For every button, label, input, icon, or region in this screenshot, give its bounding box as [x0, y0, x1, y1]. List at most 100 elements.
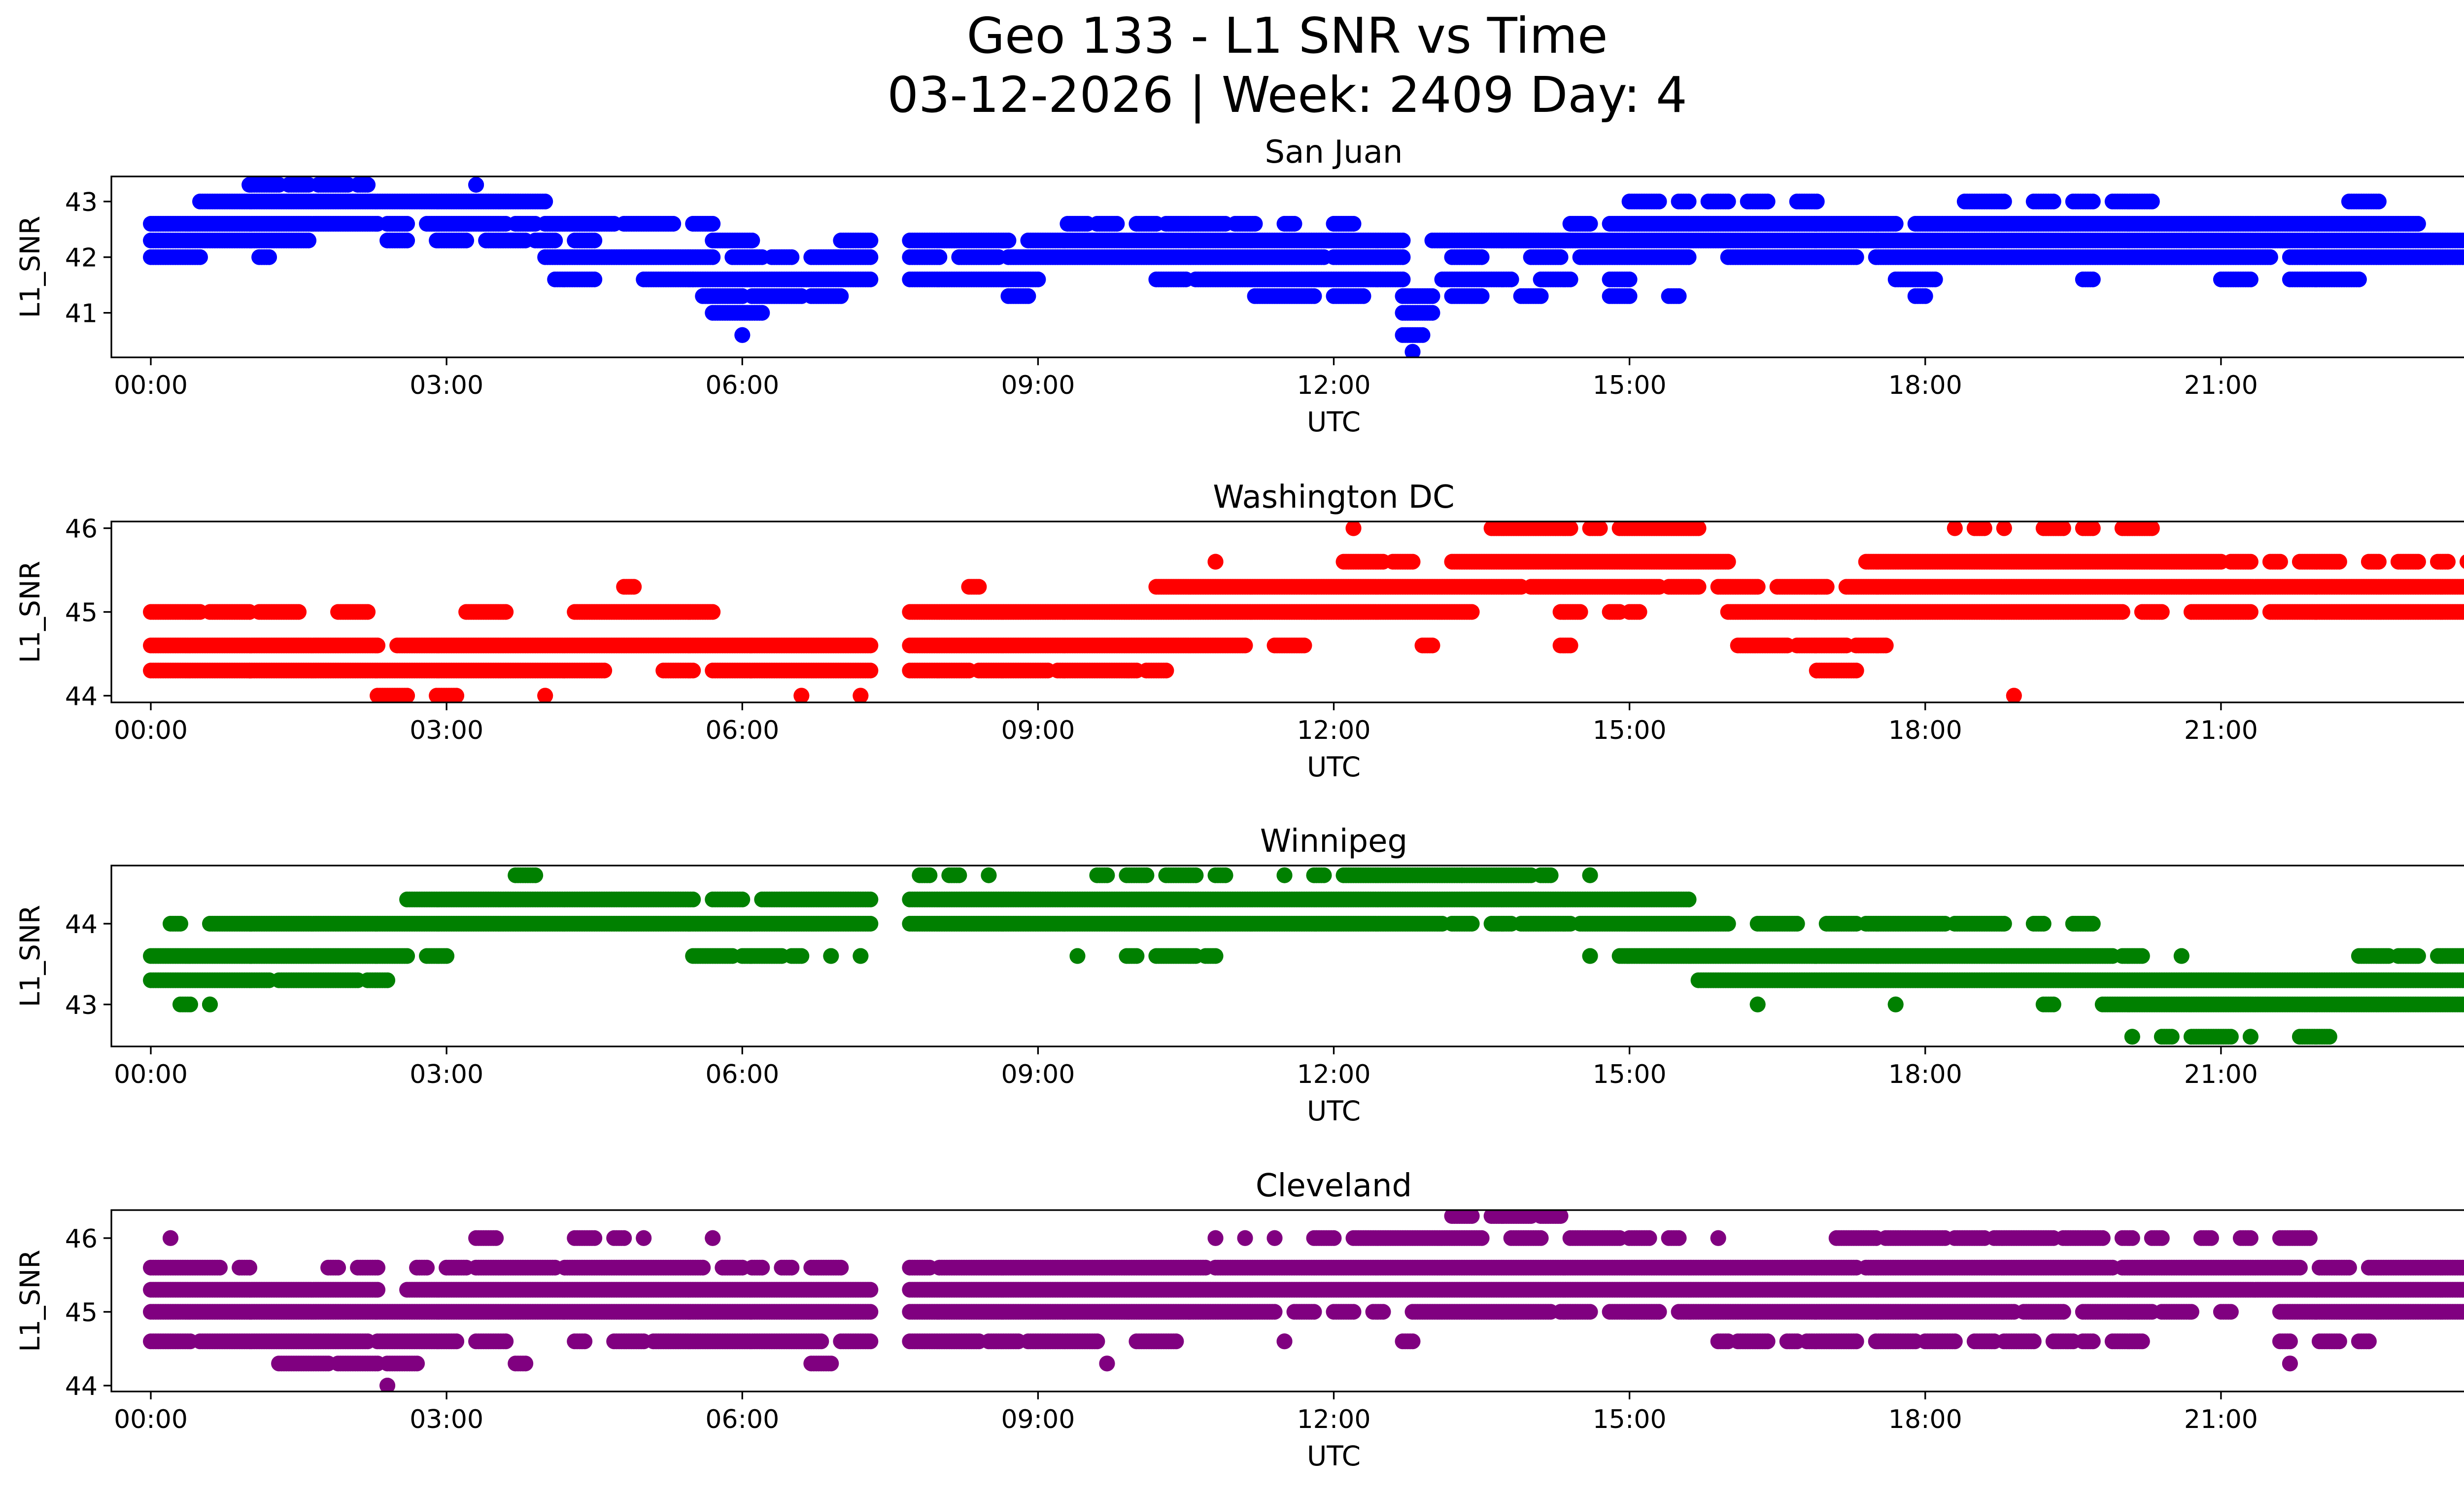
- data-point: [705, 604, 721, 620]
- data-point: [2262, 249, 2278, 265]
- data-point: [2242, 271, 2259, 287]
- data-point: [1720, 554, 1736, 570]
- data-point: [1720, 193, 1736, 209]
- data-point: [537, 193, 553, 209]
- data-point: [586, 271, 603, 287]
- data-point: [399, 216, 415, 232]
- data-point: [1345, 216, 1362, 232]
- data-point: [1996, 193, 2012, 209]
- data-point: [2114, 604, 2130, 620]
- y-tick-label: 41: [65, 299, 98, 329]
- data-point: [754, 305, 770, 321]
- data-point: [705, 249, 721, 265]
- data-point: [1247, 216, 1263, 232]
- data-point: [360, 604, 376, 620]
- data-point: [705, 216, 721, 232]
- data-point: [833, 288, 849, 304]
- data-point: [2410, 554, 2426, 570]
- data-point: [1473, 249, 1490, 265]
- series-level-41-6: [547, 271, 2367, 287]
- series-level-41-3: [695, 288, 1933, 304]
- data-point: [370, 637, 386, 654]
- data-point: [1671, 288, 1687, 304]
- series-level-40-3: [1404, 344, 1421, 357]
- x-tick-label: 12:00: [1297, 371, 1371, 400]
- data-point: [734, 327, 751, 343]
- data-point: [2242, 554, 2259, 570]
- data-point: [301, 232, 317, 248]
- data-point: [2272, 554, 2288, 570]
- data-point: [1848, 249, 1864, 265]
- data-point: [360, 176, 376, 193]
- data-point: [498, 604, 514, 620]
- data-point: [1631, 604, 1647, 620]
- data-point: [862, 637, 879, 654]
- data-point: [1286, 216, 1302, 232]
- series-level-45-3: [616, 579, 2464, 595]
- x-tick-label: 09:00: [1001, 371, 1075, 400]
- series-level-44-6: [143, 637, 1894, 654]
- y-tick-label: 43: [65, 188, 98, 217]
- data-point: [1572, 604, 1588, 620]
- series-level-46: [1345, 522, 2160, 536]
- scatter-points: [143, 522, 2464, 702]
- data-point: [1592, 522, 1608, 536]
- data-point: [2144, 522, 2160, 536]
- data-point: [2045, 193, 2061, 209]
- data-point: [1680, 249, 1697, 265]
- data-point: [2440, 554, 2456, 570]
- data-point: [1759, 193, 1776, 209]
- data-point: [1395, 232, 1411, 248]
- data-point: [1651, 193, 1667, 209]
- data-point: [626, 579, 642, 595]
- y-tick-label: 42: [65, 243, 98, 273]
- data-point: [1503, 271, 1519, 287]
- data-point: [547, 232, 563, 248]
- panel-title: San Juan: [1265, 134, 1403, 171]
- data-point: [1306, 288, 1322, 304]
- data-point: [744, 232, 760, 248]
- data-point: [1395, 249, 1411, 265]
- data-point: [2370, 554, 2387, 570]
- series-level-42-3: [143, 232, 2464, 248]
- data-point: [2055, 522, 2071, 536]
- series-level-40-6: [734, 327, 1431, 343]
- data-point: [1690, 522, 1707, 536]
- data-point: [291, 604, 307, 620]
- data-point: [1109, 216, 1125, 232]
- x-axis-label: UTC: [1307, 406, 1361, 438]
- data-point: [2410, 216, 2426, 232]
- x-tick-label: 18:00: [1888, 371, 1962, 400]
- data-point: [2085, 522, 2101, 536]
- figure-title-line-2: 03-12-2026 | Week: 2409 Day: 4: [887, 66, 1687, 124]
- data-point: [2242, 604, 2259, 620]
- series-level-42: [143, 249, 2464, 265]
- series-level-41: [705, 305, 1440, 321]
- data-point: [862, 232, 879, 248]
- data-point: [2351, 271, 2367, 287]
- data-point: [1809, 193, 1825, 209]
- data-point: [468, 176, 484, 193]
- data-point: [2462, 606, 2464, 618]
- data-point: [2462, 235, 2464, 246]
- data-point: [1207, 554, 1224, 570]
- data-point: [2085, 271, 2101, 287]
- scatter-points: [143, 176, 2464, 357]
- panel-title: Washington DC: [1213, 479, 1454, 516]
- data-point: [1395, 271, 1411, 287]
- data-point: [2462, 556, 2464, 567]
- data-point: [261, 249, 277, 265]
- series-level-43: [192, 193, 2387, 209]
- data-point: [1976, 522, 1992, 536]
- series-level-45: [143, 604, 2464, 620]
- data-point: [1552, 249, 1569, 265]
- data-point: [1424, 305, 1440, 321]
- data-point: [1424, 288, 1440, 304]
- data-point: [1947, 522, 1963, 536]
- data-point: [1030, 271, 1046, 287]
- data-point: [1533, 288, 1549, 304]
- data-point: [1582, 216, 1598, 232]
